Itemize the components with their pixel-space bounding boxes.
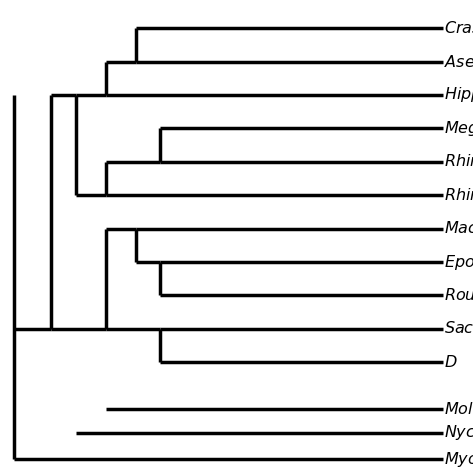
Text: $\mathit{Rhinolophus\ h}$: $\mathit{Rhinolophus\ h}$ (444, 152, 474, 171)
Text: $\mathit{Macroglossus\ minim}$: $\mathit{Macroglossus\ minim}$ (444, 219, 474, 238)
Text: $\mathit{Rhinopoma\ hardwickei}$: $\mathit{Rhinopoma\ hardwickei}$ (444, 186, 474, 205)
Text: $\mathit{Myotis\ myotis}$: $\mathit{Myotis\ myotis}$ (444, 450, 474, 469)
Text: $\mathit{Epomophorus\ wahlberg}$: $\mathit{Epomophorus\ wahlberg}$ (444, 253, 474, 272)
Text: $\mathit{Saccopteryx\ bilineata}$: $\mathit{Saccopteryx\ bilineata}$ (444, 319, 474, 338)
Text: $\mathit{Rousettus\ l}$: $\mathit{Rousettus\ l}$ (444, 288, 474, 303)
Text: $\mathit{Megaderm}$: $\mathit{Megaderm}$ (444, 119, 474, 138)
Text: $\mathit{Molossus\ molossus}$: $\mathit{Molossus\ molossus}$ (444, 401, 474, 417)
Text: $\mathit{Hipposideros\ bicolor}$: $\mathit{Hipposideros\ bicolor}$ (444, 85, 474, 104)
Text: $\mathit{Aselliscus\ stolic}$: $\mathit{Aselliscus\ stolic}$ (444, 54, 474, 70)
Text: $\mathit{Craseonycteris\ thon}$: $\mathit{Craseonycteris\ thon}$ (444, 18, 474, 37)
Text: $\mathit{Nycteris\ thebaica}$: $\mathit{Nycteris\ thebaica}$ (444, 423, 474, 442)
Text: $\mathit{D}$: $\mathit{D}$ (444, 355, 458, 370)
